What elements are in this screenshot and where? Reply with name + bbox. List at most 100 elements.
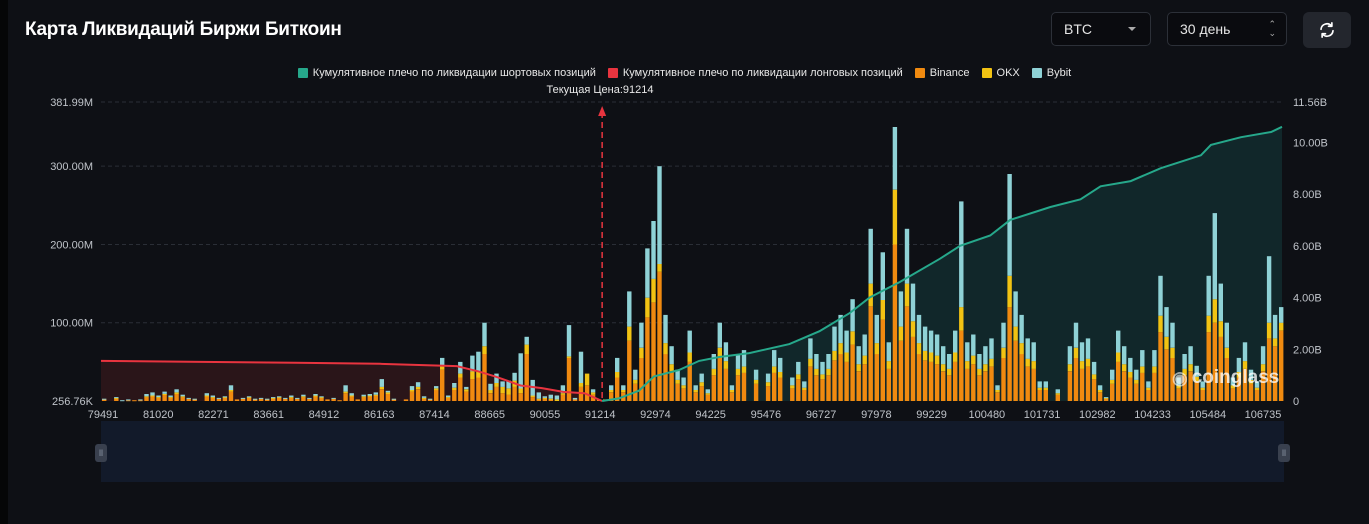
slider-handle-right[interactable]: ll	[1278, 444, 1290, 462]
bar-segment-okx	[1176, 385, 1181, 389]
bar-segment-okx	[114, 397, 119, 399]
x-tick-label: 87414	[419, 409, 450, 420]
bar-segment-binance	[337, 400, 342, 402]
y-right-tick-label: 11.56B	[1293, 97, 1327, 109]
x-tick-label: 83661	[253, 409, 284, 420]
bar-segment-bybit	[277, 396, 282, 398]
bar-segment-binance	[965, 368, 970, 401]
bar-segment-okx	[1007, 275, 1012, 308]
bar-segment-bybit	[313, 394, 318, 396]
bar-segment-bybit	[1043, 381, 1048, 388]
bar-segment-binance	[343, 393, 348, 401]
bar-segment-binance	[723, 368, 729, 401]
bar-segment-binance	[1152, 372, 1157, 401]
legend-binance[interactable]: Binance	[914, 67, 970, 79]
bar-segment-binance	[934, 364, 940, 401]
bar-segment-binance	[922, 360, 928, 401]
bar-segment-bybit	[385, 390, 391, 393]
bar-segment-binance	[826, 375, 831, 401]
bar-segment-okx	[452, 387, 457, 390]
legend-long-cumulative[interactable]: Кумулятивное плечо по ликвидации лонговы…	[607, 67, 903, 79]
bar-segment-bybit	[687, 330, 692, 353]
bar-segment-binance	[1158, 332, 1163, 401]
bar-segment-okx	[440, 365, 445, 370]
bar-segment-binance	[1103, 398, 1109, 401]
bar-segment-okx	[1206, 315, 1211, 333]
bar-segment-bybit	[639, 322, 644, 348]
bar-segment-okx	[1097, 390, 1103, 393]
zoom-slider[interactable]	[101, 421, 1284, 482]
bar-segment-binance	[1272, 346, 1278, 401]
bar-segment-bybit	[1254, 381, 1260, 388]
bar-segment-okx	[464, 389, 469, 392]
refresh-button[interactable]	[1303, 12, 1351, 48]
bar-segment-okx	[1248, 379, 1254, 384]
bar-segment-binance	[301, 397, 306, 401]
watermark-text: coinglass	[1191, 367, 1280, 388]
y-left-tick-label: 100.00M	[50, 318, 93, 330]
bar-segment-okx	[953, 352, 958, 362]
bar-segment-bybit	[156, 395, 161, 398]
bar-segment-bybit	[753, 369, 759, 380]
up-down-chevron-icon: ⌃ ⌄	[1268, 19, 1276, 38]
y-left-tick-label: 256.76K	[52, 396, 94, 408]
bar-segment-okx	[1019, 343, 1024, 355]
bar-segment-binance	[639, 357, 644, 401]
bar-segment-binance	[693, 392, 698, 401]
legend-bybit[interactable]: Bybit	[1031, 67, 1071, 79]
bar-segment-binance	[409, 391, 415, 401]
bar-segment-bybit	[989, 338, 994, 359]
bar-segment-okx	[922, 350, 928, 361]
bar-segment-okx	[910, 321, 916, 337]
bar-segment-okx	[753, 379, 759, 384]
coin-select[interactable]: BTC	[1051, 12, 1151, 46]
bar-segment-binance	[1122, 371, 1127, 401]
bar-segment-okx	[1067, 364, 1073, 372]
bar-segment-binance	[1055, 394, 1060, 401]
bar-segment-bybit	[265, 398, 270, 400]
bar-segment-binance	[886, 368, 891, 401]
bar-segment-binance	[548, 399, 553, 401]
bar-segment-binance	[796, 379, 801, 401]
bar-segment-bybit	[693, 385, 698, 390]
bar-segment-bybit	[1146, 381, 1151, 388]
bar-segment-bybit	[554, 395, 560, 400]
bar-segment-bybit	[1260, 346, 1266, 365]
bar-segment-bybit	[301, 394, 306, 397]
bar-segment-binance	[440, 369, 445, 401]
bar-segment-bybit	[434, 386, 439, 389]
period-select[interactable]: 30 день ⌃ ⌄	[1167, 12, 1287, 46]
bar-segment-binance	[216, 398, 222, 401]
x-tick-label: 99229	[916, 409, 947, 420]
legend-short-cumulative[interactable]: Кумулятивное плечо по ликвидации шортовы…	[297, 67, 596, 79]
bar-segment-okx	[1158, 315, 1163, 333]
bar-segment-bybit	[343, 385, 348, 392]
bar-segment-binance	[258, 398, 264, 401]
x-tick-label: 81020	[143, 409, 174, 420]
bar-segment-okx	[542, 397, 547, 399]
bar-segment-okx	[1272, 338, 1278, 347]
short-cumulative-area	[602, 126, 1282, 402]
bar-segment-bybit	[482, 322, 487, 347]
bar-segment-binance	[391, 399, 397, 401]
bar-segment-bybit	[741, 350, 747, 367]
bar-segment-binance	[1043, 390, 1048, 401]
bar-segment-okx	[808, 358, 813, 367]
bar-segment-binance	[1091, 379, 1097, 401]
bar-segment-bybit	[838, 314, 843, 344]
bar-segment-okx	[615, 372, 620, 378]
bar-segment-binance	[222, 397, 228, 401]
current-price-label: Текущая Цена:91214	[546, 84, 654, 96]
bar-segment-binance	[1218, 336, 1223, 401]
slider-handle-left[interactable]: ll	[95, 444, 107, 462]
bar-segment-bybit	[415, 382, 421, 387]
bar-segment-binance	[307, 398, 312, 401]
legend-okx[interactable]: OKX	[981, 67, 1020, 79]
bar-segment-bybit	[735, 354, 741, 369]
coinglass-logo-icon: ◉	[1172, 367, 1188, 388]
bar-segment-okx	[536, 398, 541, 400]
x-tick-label: 88665	[474, 409, 505, 420]
bar-segment-bybit	[669, 346, 674, 365]
current-price-arrow-icon	[598, 106, 607, 116]
bar-segment-binance	[1073, 357, 1079, 401]
